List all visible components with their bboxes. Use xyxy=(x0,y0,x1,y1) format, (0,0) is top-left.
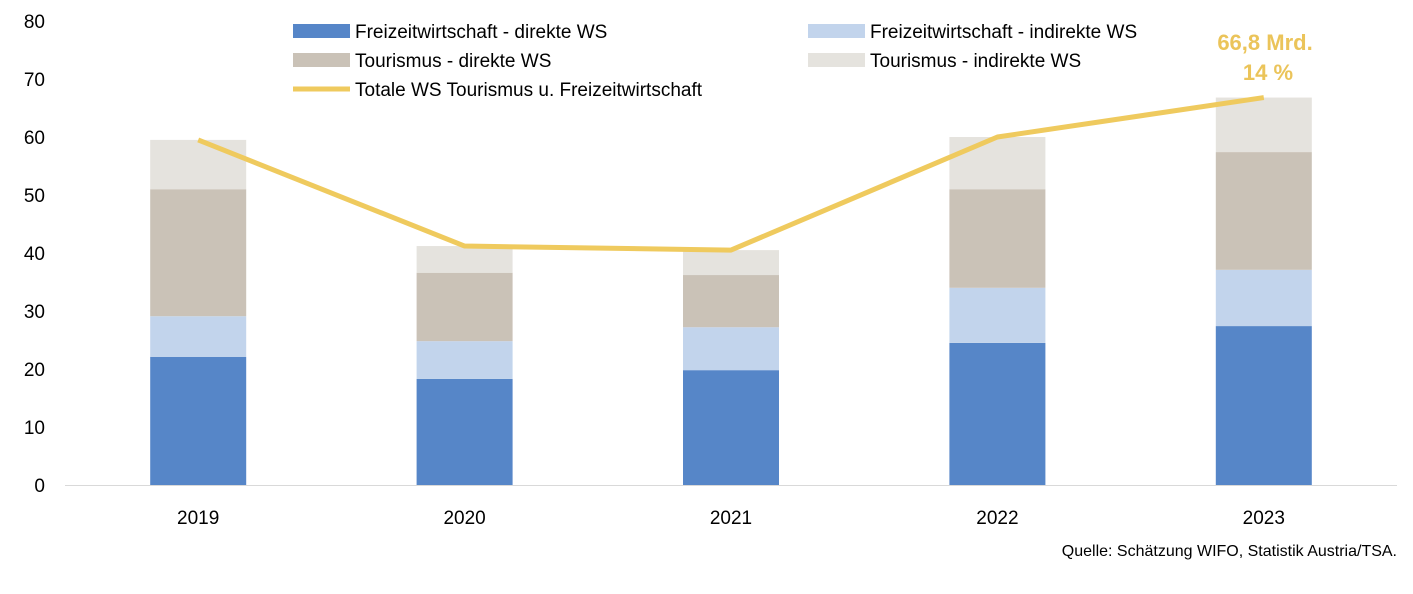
y-tick-label: 50 xyxy=(24,186,45,207)
bar-segment-0-2020 xyxy=(417,379,513,485)
y-tick-label: 20 xyxy=(24,360,45,381)
y-tick-label: 60 xyxy=(24,128,45,149)
x-tick-label: 2023 xyxy=(1243,508,1285,529)
legend-label: Totale WS Tourismus u. Freizeitwirtschaf… xyxy=(355,80,703,101)
bar-segment-3-2020 xyxy=(417,246,513,273)
legend-item-line: Totale WS Tourismus u. Freizeitwirtschaf… xyxy=(293,80,703,101)
y-tick-label: 80 xyxy=(24,12,45,33)
bar-segment-2-2019 xyxy=(150,189,246,316)
bar-segment-1-2023 xyxy=(1216,270,1312,326)
legend-swatch xyxy=(293,53,350,67)
y-tick-label: 10 xyxy=(24,418,45,439)
legend-item: Tourismus - indirekte WS xyxy=(808,51,1081,72)
total-line xyxy=(198,98,1264,251)
bar-segment-2-2023 xyxy=(1216,152,1312,270)
y-tick-label: 70 xyxy=(24,70,45,91)
bar-segment-1-2020 xyxy=(417,341,513,379)
bar-segment-2-2020 xyxy=(417,273,513,341)
source-note: Quelle: Schätzung WIFO, Statistik Austri… xyxy=(1062,543,1397,560)
bar-segment-3-2022 xyxy=(949,137,1045,189)
bar-segment-2-2022 xyxy=(949,189,1045,288)
bar-segment-1-2019 xyxy=(150,316,246,357)
bar-segment-3-2023 xyxy=(1216,98,1312,153)
legend-swatch xyxy=(808,53,865,67)
legend-item: Tourismus - direkte WS xyxy=(293,51,551,72)
x-tick-label: 2022 xyxy=(976,508,1018,529)
y-tick-label: 0 xyxy=(34,476,45,497)
annotation-total: 66,8 Mrd. xyxy=(1217,30,1312,55)
y-tick-label: 40 xyxy=(24,244,45,265)
legend-swatch xyxy=(293,24,350,38)
legend-label: Tourismus - indirekte WS xyxy=(870,51,1081,72)
annotation-share: 14 % xyxy=(1243,60,1293,85)
bar-segment-0-2021 xyxy=(683,370,779,485)
legend-label: Freizeitwirtschaft - indirekte WS xyxy=(870,22,1137,43)
bar-segment-0-2023 xyxy=(1216,326,1312,485)
bar-segment-1-2021 xyxy=(683,327,779,370)
legend-item: Freizeitwirtschaft - indirekte WS xyxy=(808,22,1137,43)
legend-item: Freizeitwirtschaft - direkte WS xyxy=(293,22,607,43)
bar-segment-1-2022 xyxy=(949,288,1045,343)
bar-segment-2-2021 xyxy=(683,275,779,327)
x-tick-label: 2019 xyxy=(177,508,219,529)
legend-label: Freizeitwirtschaft - direkte WS xyxy=(355,22,607,43)
bar-segment-0-2022 xyxy=(949,343,1045,485)
legend-label: Tourismus - direkte WS xyxy=(355,51,551,72)
bar-segment-3-2021 xyxy=(683,250,779,275)
bar-segment-3-2019 xyxy=(150,140,246,189)
bar-segment-0-2019 xyxy=(150,357,246,485)
legend-swatch xyxy=(808,24,865,38)
x-tick-label: 2020 xyxy=(443,508,485,529)
x-tick-label: 2021 xyxy=(710,508,752,529)
y-tick-label: 30 xyxy=(24,302,45,323)
